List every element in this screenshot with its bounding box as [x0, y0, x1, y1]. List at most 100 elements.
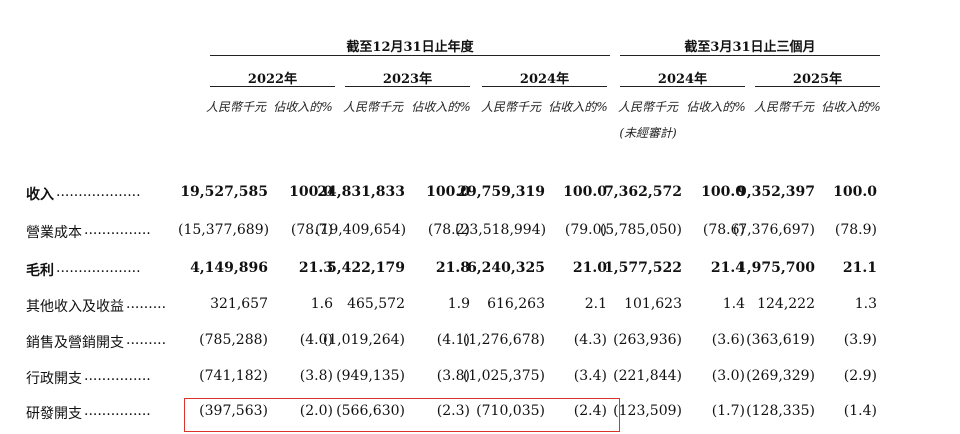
sub-pct-2024: 佔收入的% [548, 100, 608, 114]
sub-amount-2025-q: 人民幣千元 [753, 100, 814, 114]
table-cell: 21.1 [842, 260, 877, 276]
table-cell: 100.0 [426, 184, 470, 200]
table-cell: 1.4 [722, 296, 745, 312]
table-cell: 1.3 [854, 296, 877, 312]
year-2023: 2023年 [382, 72, 433, 87]
sub-amount-2024-q: 人民幣千元 [617, 100, 678, 114]
table-cell: (4.0) [299, 332, 333, 348]
table-cell: (5,785,050) [599, 222, 682, 238]
header-quarter: 截至3月31日止三個月 [684, 40, 816, 55]
table-cell: 616,263 [487, 296, 545, 312]
rule-year-2024 [482, 86, 607, 87]
table-cell: (221,844) [613, 368, 682, 384]
table-cell: (949,135) [336, 368, 405, 384]
table-cell: 1.6 [310, 296, 333, 312]
table-cell: 2.1 [584, 296, 607, 312]
table-cell: (78.6) [702, 222, 745, 238]
sub-pct-2024-q: 佔收入的% [686, 100, 746, 114]
table-cell: (2.4) [573, 403, 607, 419]
table-cell: (2.0) [299, 403, 333, 419]
sub-unaudited: (未經審計) [619, 126, 677, 140]
table-cell: 124,222 [757, 296, 815, 312]
table-cell: (3.9) [843, 332, 877, 348]
table-cell: 321,657 [210, 296, 268, 312]
table-cell: (1,019,264) [322, 332, 405, 348]
table-cell: (2.3) [436, 403, 470, 419]
table-cell: (1.7) [711, 403, 745, 419]
table-cell: 21.3 [298, 260, 333, 276]
table-cell: (3.6) [711, 332, 745, 348]
table-cell: 21.4 [710, 260, 745, 276]
row-label: 研發開支 [26, 406, 82, 422]
table-cell: 101,623 [624, 296, 682, 312]
table-cell: 100.0 [833, 184, 877, 200]
row-label: 其他收入及收益 [26, 299, 124, 315]
table-cell: (710,035) [476, 403, 545, 419]
year-2022: 2022年 [247, 72, 298, 87]
table-cell: (397,563) [199, 403, 268, 419]
highlight-box [184, 398, 620, 432]
table-cell: (78.7) [290, 222, 333, 238]
table-cell: (363,619) [746, 332, 815, 348]
table-cell: 1,577,522 [604, 260, 682, 276]
table-cell: 100.0 [563, 184, 607, 200]
table-cell: (3.8) [299, 368, 333, 384]
table-cell: (4.3) [573, 332, 607, 348]
row-label: 銷售及營銷開支 [26, 335, 124, 351]
rule-year-2023 [345, 86, 470, 87]
table-cell: 1.9 [447, 296, 470, 312]
table-cell: (19,409,654) [315, 222, 407, 238]
sub-amount-2024: 人民幣千元 [480, 100, 541, 114]
row-label: 毛利 [26, 263, 54, 279]
header-fiscal-year: 截至12月31日止年度 [346, 40, 474, 55]
table-cell: 4,149,896 [190, 260, 268, 276]
row-label: 收入 [26, 187, 54, 203]
year-2024: 2024年 [519, 72, 570, 87]
table-cell: (566,630) [336, 403, 405, 419]
table-cell: 21.0 [572, 260, 607, 276]
table-cell: (3.4) [573, 368, 607, 384]
table-cell: 6,240,325 [467, 260, 545, 276]
table-cell: 100.0 [289, 184, 333, 200]
row-leader-dots: ................... [56, 184, 141, 200]
table-cell: (7,376,697) [732, 222, 815, 238]
table-cell: (1,276,678) [462, 332, 545, 348]
table-cell: (78.9) [834, 222, 877, 238]
row-leader-dots: ............... [84, 368, 151, 384]
sub-pct-2023: 佔收入的% [411, 100, 471, 114]
rule-quarter [620, 55, 880, 56]
table-cell: (263,936) [613, 332, 682, 348]
table-cell: (1.4) [843, 403, 877, 419]
rule-fiscal-year [210, 55, 610, 56]
row-leader-dots: ......... [126, 296, 167, 312]
table-cell: (23,518,994) [455, 222, 547, 238]
row-label: 營業成本 [26, 225, 82, 241]
table-cell: (78.2) [427, 222, 470, 238]
table-cell: 465,572 [347, 296, 405, 312]
table-cell: (15,377,689) [178, 222, 270, 238]
sub-pct-2025-q: 佔收入的% [821, 100, 881, 114]
table-cell: (128,335) [746, 403, 815, 419]
year-2024-q: 2024年 [657, 72, 708, 87]
year-2025-q: 2025年 [792, 72, 843, 87]
table-cell: (79.0) [564, 222, 607, 238]
table-cell: 9,352,397 [737, 184, 815, 200]
table-cell: (269,329) [746, 368, 815, 384]
table-cell: 19,527,585 [180, 184, 268, 200]
table-cell: (2.9) [843, 368, 877, 384]
sub-amount-2022: 人民幣千元 [205, 100, 266, 114]
row-leader-dots: ......... [126, 332, 167, 348]
table-cell: 7,362,572 [604, 184, 682, 200]
rule-year-2022 [210, 86, 335, 87]
row-leader-dots: ............... [84, 403, 151, 419]
table-cell: (4.1) [436, 332, 470, 348]
table-cell: (3.8) [436, 368, 470, 384]
rule-year-2024-q [620, 86, 745, 87]
row-leader-dots: ................... [56, 260, 141, 276]
table-cell: 5,422,179 [327, 260, 405, 276]
table-cell: 24,831,833 [317, 184, 405, 200]
sub-amount-2023: 人民幣千元 [342, 100, 403, 114]
table-cell: (741,182) [199, 368, 268, 384]
row-label: 行政開支 [26, 371, 82, 387]
table-cell: 1,975,700 [737, 260, 815, 276]
